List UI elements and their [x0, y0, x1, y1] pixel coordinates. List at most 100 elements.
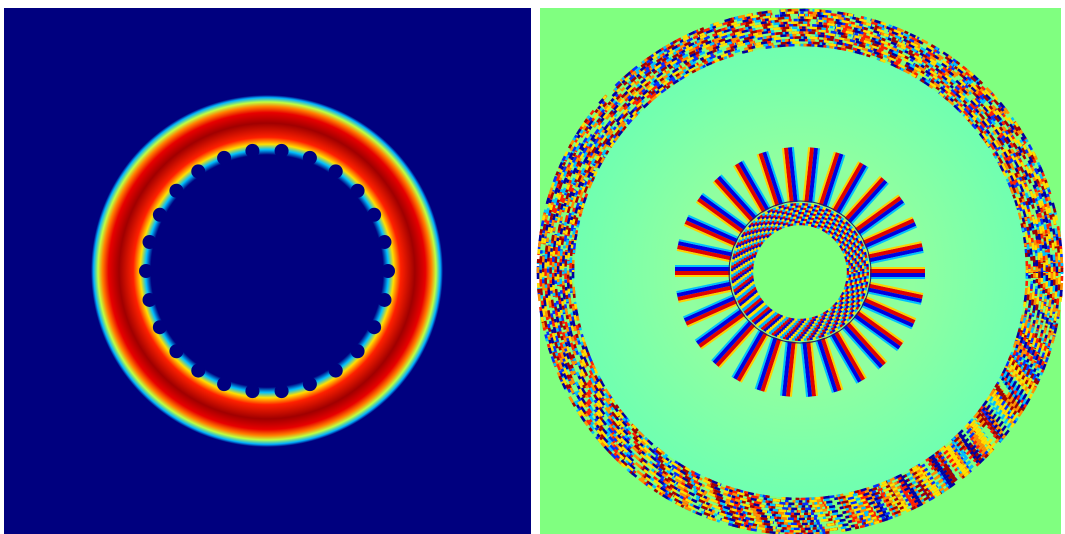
spoke	[853, 194, 906, 237]
spoke-red	[867, 243, 923, 259]
band-ring	[561, 33, 1039, 511]
spoke-blue	[733, 330, 765, 380]
spoke-red	[785, 341, 796, 397]
checker-ring	[744, 216, 856, 328]
spoke	[711, 319, 757, 369]
checker-ring	[750, 222, 850, 322]
spoke-red	[854, 196, 902, 232]
spoke-red	[870, 269, 925, 273]
band-ring	[571, 43, 1029, 501]
band-ring	[536, 8, 1064, 534]
spoke-blue	[830, 333, 862, 383]
ripple	[274, 384, 289, 399]
ripple	[302, 150, 317, 165]
spoke-yellow	[700, 315, 747, 350]
spoke-yellow	[802, 147, 811, 203]
spoke	[816, 151, 846, 208]
ripple	[142, 235, 157, 250]
spoke-cyan	[678, 239, 733, 253]
spoke-cyan	[859, 202, 906, 237]
spoke-yellow	[687, 303, 739, 328]
spoke-blue	[835, 164, 867, 214]
spoke-blue	[853, 313, 901, 350]
spoke	[675, 265, 730, 277]
spoke	[800, 341, 819, 398]
checker-edge	[728, 200, 872, 344]
spoke-blue	[847, 179, 888, 224]
spoke-red	[677, 285, 733, 301]
spoke-cyan	[791, 146, 800, 202]
ripple	[245, 143, 260, 158]
spoke-yellow	[849, 320, 888, 363]
spoke-cyan	[865, 225, 918, 250]
ripple	[367, 207, 382, 222]
spoke-yellow	[861, 216, 913, 241]
checker-ring	[735, 207, 865, 337]
spoke	[867, 281, 924, 305]
spoke-red	[736, 332, 768, 382]
spoke-red	[818, 152, 840, 206]
ripple	[328, 363, 343, 378]
spoke-red	[863, 297, 916, 324]
ripple	[169, 344, 184, 359]
spoke-red	[856, 310, 903, 347]
spoke-red	[697, 197, 744, 234]
spoke	[828, 330, 867, 384]
checker-ring	[742, 213, 859, 330]
spoke	[870, 267, 925, 279]
spoke-blue	[712, 320, 753, 365]
ripple	[377, 292, 392, 307]
checker-ring	[731, 202, 870, 342]
spoke-cyan	[779, 340, 788, 396]
spoke-cyan	[766, 150, 786, 204]
spoke-cyan	[701, 192, 748, 227]
spoke	[712, 174, 759, 224]
ripple	[142, 292, 157, 307]
spoke-blue	[816, 338, 838, 393]
spoke-red	[832, 162, 864, 212]
ripple	[350, 344, 365, 359]
spoke	[754, 336, 784, 393]
spoke-blue	[717, 175, 757, 220]
spoke-yellow	[830, 161, 860, 210]
spoke-blue	[762, 151, 784, 206]
spoke-cyan	[800, 342, 809, 398]
spoke-yellow	[837, 330, 867, 379]
spoke-yellow	[764, 339, 784, 393]
spoke-blue	[787, 147, 798, 203]
band-ring	[546, 18, 1054, 526]
band-ring	[544, 16, 1056, 528]
spoke-blue	[686, 216, 739, 243]
checker-ring	[750, 222, 850, 322]
spoke-cyan	[741, 160, 772, 209]
spoke-cyan	[852, 317, 899, 352]
spoke	[843, 175, 889, 225]
band-ring	[551, 23, 1049, 521]
spoke	[867, 241, 924, 265]
spoke-blue	[870, 273, 925, 277]
spoke-cyan	[861, 305, 913, 330]
ripple	[152, 320, 167, 335]
checker-ring	[735, 207, 865, 337]
band-ring	[569, 41, 1031, 503]
spoke-cyan	[687, 214, 739, 239]
checker-ring	[750, 222, 850, 322]
checker-ring	[735, 207, 865, 337]
spoke-blue	[756, 337, 778, 391]
spoke-red	[804, 147, 815, 203]
checker-ring	[731, 202, 870, 342]
checker-ring	[742, 213, 859, 330]
spokes	[675, 146, 925, 398]
checker-ring	[746, 218, 854, 326]
checker-ring	[739, 211, 861, 333]
band-ring	[539, 11, 1061, 533]
ripple	[217, 377, 232, 392]
spoke-blue	[867, 287, 923, 303]
band-ring	[566, 38, 1034, 506]
ripple	[377, 235, 392, 250]
band-ring	[556, 28, 1044, 516]
spoke-blue	[861, 301, 914, 328]
spoke-red	[698, 312, 746, 348]
checker-ring	[733, 205, 867, 339]
spoke-yellow	[816, 151, 836, 205]
